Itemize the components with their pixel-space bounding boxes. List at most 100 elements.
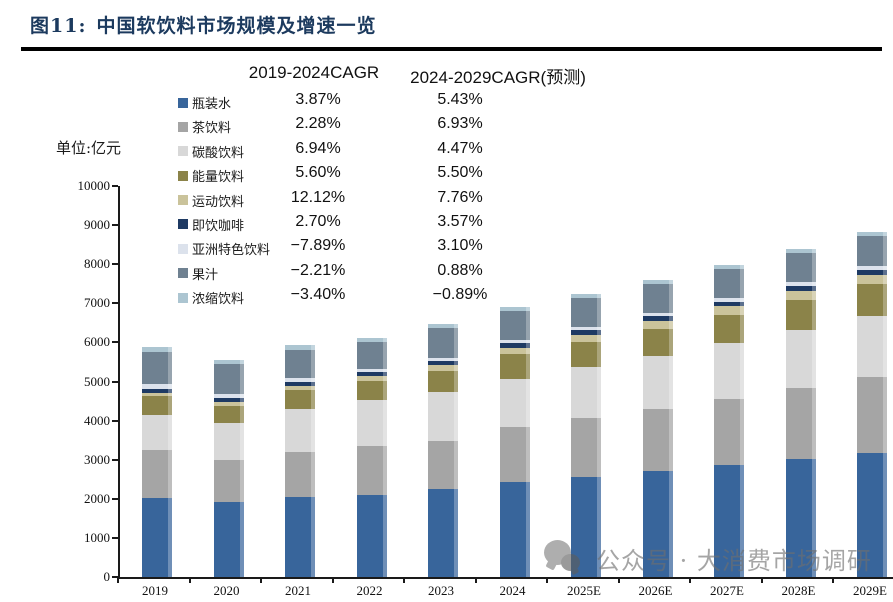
y-axis-tick — [112, 458, 118, 461]
legend-label: 浓缩饮料 — [178, 288, 244, 307]
bar-segment-亚洲特色饮料 — [642, 312, 673, 317]
bar-segment-即饮咖啡 — [714, 301, 744, 307]
x-tick-label: 2024 — [499, 583, 526, 598]
legend-swatch — [178, 243, 188, 254]
bar-segment-果汁 — [857, 236, 887, 266]
bar-segment-果汁 — [428, 328, 458, 358]
legend-row-果汁: 果汁 −2.21% 0.88% — [178, 261, 528, 285]
legend-swatch — [178, 97, 188, 108]
bar-segment-能量饮料 — [785, 300, 816, 331]
legend-row-运动饮料: 运动饮料 12.12% 7.76% — [178, 188, 528, 212]
y-tick-label: 0 — [103, 569, 111, 584]
y-tick-label: 10000 — [77, 178, 111, 193]
bar-2025E — [571, 293, 601, 578]
legend-row-瓶装水: 瓶装水 3.87% 5.43% — [178, 90, 528, 114]
bar-segment-碳酸饮料 — [142, 414, 172, 450]
legend-swatch — [178, 292, 188, 303]
legend-label-text: 亚洲特色饮料 — [192, 243, 271, 259]
y-axis-tick — [112, 302, 118, 305]
bar-segment-瓶装水 — [499, 481, 530, 577]
bar-segment-茶饮料 — [285, 451, 315, 497]
legend-label-text: 碳酸饮料 — [192, 145, 245, 161]
x-tick-label: 2025E — [567, 583, 601, 598]
bar-segment-亚洲特色饮料 — [714, 298, 744, 302]
bar-segment-碳酸饮料 — [642, 355, 673, 409]
bar-2028E — [785, 248, 816, 578]
bar-segment-果汁 — [142, 352, 172, 384]
watermark-text: 公众号 · 大消费市场调研 — [596, 546, 872, 575]
x-axis-tick — [474, 578, 477, 583]
legend-swatch — [178, 195, 188, 206]
legend-label: 瓶装水 — [178, 93, 231, 112]
bar-segment-运动饮料 — [857, 274, 887, 285]
bar-segment-即饮咖啡 — [356, 372, 387, 377]
x-axis-tick — [546, 578, 548, 583]
bar-segment-即饮咖啡 — [428, 361, 458, 366]
legend-row-碳酸饮料: 碳酸饮料 6.94% 4.47% — [178, 139, 528, 163]
bar-segment-瓶装水 — [714, 465, 744, 577]
cagr-value-2024-2029: 0.88% — [437, 261, 483, 279]
bar-segment-瓶装水 — [285, 496, 315, 577]
bar-segment-瓶装水 — [642, 471, 673, 577]
legend-label-text: 浓缩饮料 — [192, 292, 245, 308]
bar-segment-茶饮料 — [714, 398, 744, 466]
legend-swatch — [178, 170, 188, 181]
cagr-value-2024-2029: 5.43% — [437, 91, 483, 108]
bar-segment-运动饮料 — [642, 320, 673, 329]
x-tick-label: 2021 — [285, 583, 311, 598]
x-axis-tick — [832, 578, 834, 583]
bar-segment-碳酸饮料 — [714, 343, 744, 399]
cagr-value-2024-2029: 3.57% — [437, 212, 483, 230]
unit-label: 单位:亿元 — [56, 139, 122, 157]
bar-segment-亚洲特色饮料 — [428, 357, 458, 362]
legend-label-text: 运动饮料 — [192, 194, 245, 210]
bar-2029E — [857, 232, 887, 577]
legend-swatch — [178, 219, 188, 230]
bar-segment-浓缩饮料 — [642, 279, 673, 284]
legend-label: 运动饮料 — [178, 191, 244, 210]
bar-segment-能量饮料 — [714, 314, 744, 344]
x-axis-tick — [617, 578, 620, 583]
cagr-value-2024-2029: −0.89% — [432, 286, 488, 304]
cagr-column-header-2019-2024: 2019-2024CAGR — [248, 63, 380, 82]
bar-segment-碳酸饮料 — [499, 378, 530, 428]
bar-segment-浓缩饮料 — [857, 232, 887, 236]
bar-segment-运动饮料 — [571, 334, 601, 342]
bar-segment-茶饮料 — [642, 408, 673, 472]
bar-segment-碳酸饮料 — [213, 422, 244, 461]
x-axis-tick — [331, 578, 334, 583]
bar-segment-茶饮料 — [499, 427, 530, 482]
legend-row-能量饮料: 能量饮料 5.60% 5.50% — [178, 163, 528, 187]
legend-row-茶饮料: 茶饮料 2.28% 6.93% — [178, 114, 528, 138]
y-tick-label: 1000 — [84, 529, 110, 545]
cagr-value-2019-2024: 12.12% — [290, 188, 346, 206]
y-axis-tick — [112, 576, 118, 578]
bar-2023 — [428, 323, 458, 578]
x-axis-tick — [260, 578, 262, 583]
y-tick-label: 8000 — [84, 256, 110, 272]
bar-segment-浓缩饮料 — [571, 293, 601, 299]
bar-2026E — [642, 279, 673, 578]
legend-label: 亚洲特色饮料 — [178, 239, 270, 258]
bar-segment-亚洲特色饮料 — [571, 326, 601, 331]
bar-segment-能量饮料 — [642, 328, 673, 356]
bar-segment-能量饮料 — [428, 370, 458, 393]
bar-segment-即饮咖啡 — [785, 286, 816, 292]
bar-segment-能量饮料 — [499, 354, 530, 379]
bar-segment-瓶装水 — [428, 489, 458, 577]
cagr-value-2024-2029: 7.76% — [437, 188, 483, 206]
chat-bubbles-icon — [538, 537, 588, 579]
cagr-value-2019-2024: 2.70% — [295, 212, 341, 230]
bar-segment-即饮咖啡 — [499, 343, 530, 348]
bar-segment-能量饮料 — [285, 390, 315, 409]
bar-segment-碳酸饮料 — [785, 330, 816, 389]
bar-segment-茶饮料 — [857, 376, 887, 453]
bar-segment-亚洲特色饮料 — [356, 368, 387, 373]
bar-segment-能量饮料 — [142, 396, 172, 415]
bar-segment-运动饮料 — [714, 306, 744, 315]
legend-label-text: 即饮咖啡 — [192, 218, 245, 234]
y-tick-label: 9000 — [84, 217, 110, 233]
bar-2019 — [142, 347, 172, 577]
x-axis-tick — [403, 578, 405, 583]
x-tick-label: 2022 — [356, 583, 383, 598]
